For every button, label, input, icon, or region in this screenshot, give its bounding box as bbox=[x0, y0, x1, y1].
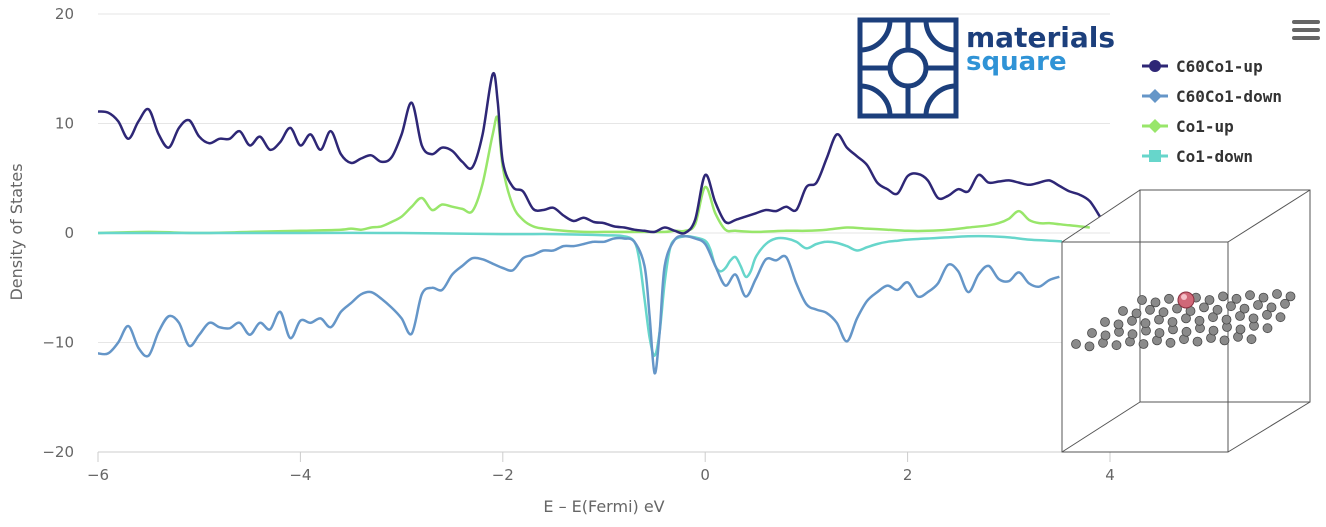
carbon-atom bbox=[1145, 304, 1155, 315]
y-tick-label: 20 bbox=[55, 5, 74, 23]
carbon-atom bbox=[1262, 309, 1272, 320]
legend-marker-circle bbox=[1149, 60, 1161, 72]
legend-marker-square bbox=[1149, 150, 1161, 162]
carbon-atom bbox=[1235, 324, 1246, 335]
logo-word-materials: materials bbox=[966, 21, 1115, 54]
legend-marker-diamond bbox=[1148, 119, 1162, 133]
carbon-atom bbox=[1118, 306, 1128, 316]
carbon-atom bbox=[1285, 291, 1296, 302]
y-axis: −20 −10 0 10 20 bbox=[42, 5, 74, 461]
carbon-atom bbox=[1204, 295, 1215, 305]
carbon-atom bbox=[1154, 314, 1164, 325]
carbon-atom bbox=[1248, 313, 1259, 324]
carbon-atom bbox=[1071, 339, 1081, 349]
y-axis-title: Density of States bbox=[7, 163, 26, 300]
hamburger-menu-icon[interactable] bbox=[1292, 20, 1320, 44]
logo-word-square: square bbox=[966, 47, 1067, 77]
carbon-atom bbox=[1208, 312, 1218, 323]
carbon-atom bbox=[1140, 318, 1151, 329]
carbon-atom bbox=[1100, 317, 1110, 327]
materials-square-logo: materials square bbox=[857, 17, 1115, 119]
legend: C60Co1-up C60Co1-down Co1-up Co1-down bbox=[1142, 57, 1282, 166]
x-tick-label: −4 bbox=[289, 466, 311, 484]
carbon-atom bbox=[1275, 312, 1286, 323]
x-tick-label: 4 bbox=[1105, 466, 1115, 484]
carbon-atom bbox=[1100, 330, 1111, 341]
y-tick-label: −10 bbox=[42, 334, 74, 352]
legend-item-co1-down[interactable]: Co1-down bbox=[1142, 147, 1253, 166]
carbon-atom bbox=[1253, 300, 1263, 310]
carbon-atom bbox=[1172, 303, 1182, 314]
series-lines bbox=[97, 71, 1101, 375]
y-tick-label: 10 bbox=[55, 115, 74, 133]
structure-inset-image bbox=[1061, 189, 1311, 453]
carbon-atom bbox=[1127, 329, 1138, 340]
carbon-atom bbox=[1131, 308, 1142, 319]
carbon-atom bbox=[1113, 319, 1124, 330]
carbon-atom bbox=[1226, 301, 1236, 312]
carbon-atom bbox=[1262, 323, 1273, 334]
carbon-atom bbox=[1087, 328, 1097, 338]
carbon-atom bbox=[1127, 315, 1137, 326]
carbon-atom bbox=[1219, 335, 1230, 346]
carbon-atom bbox=[1165, 337, 1176, 348]
carbon-atom bbox=[1280, 298, 1290, 309]
series-line-c60co1-down bbox=[97, 234, 1060, 375]
carbon-atom bbox=[1208, 325, 1219, 336]
carbon-atom bbox=[1181, 313, 1191, 324]
carbon-atom bbox=[1137, 295, 1147, 305]
carbon-atom bbox=[1158, 307, 1169, 318]
carbon-atom bbox=[1212, 304, 1223, 315]
carbon-atom bbox=[1111, 340, 1122, 351]
carbon-atom bbox=[1218, 291, 1228, 302]
carbon-atom bbox=[1192, 336, 1203, 347]
carbon-atom bbox=[1272, 289, 1282, 299]
x-tick-label: 0 bbox=[700, 466, 710, 484]
carbon-atom bbox=[1138, 339, 1149, 349]
carbon-atom bbox=[1246, 334, 1257, 345]
y-tick-label: 0 bbox=[64, 224, 74, 242]
legend-marker-diamond bbox=[1148, 89, 1162, 103]
x-tick-label: 2 bbox=[903, 466, 913, 484]
carbon-atom bbox=[1167, 317, 1178, 327]
carbon-atom bbox=[1221, 314, 1232, 325]
legend-label: C60Co1-up bbox=[1176, 57, 1263, 76]
series-line-co1-up bbox=[97, 115, 1090, 235]
carbon-atom bbox=[1266, 302, 1277, 313]
carbon-atom bbox=[1199, 302, 1209, 313]
legend-item-co1-up[interactable]: Co1-up bbox=[1142, 117, 1234, 136]
x-tick-label: −6 bbox=[87, 466, 109, 484]
legend-label: Co1-up bbox=[1176, 117, 1234, 136]
carbon-atom bbox=[1245, 290, 1255, 301]
y-tick-label: −20 bbox=[42, 443, 74, 461]
carbon-atom bbox=[1084, 341, 1095, 352]
series-line-c60co1-up bbox=[97, 71, 1101, 235]
carbon-atom bbox=[1194, 315, 1205, 326]
carbon-atom bbox=[1239, 303, 1250, 314]
carbon-atom bbox=[1164, 293, 1174, 304]
x-tick-label: −2 bbox=[492, 466, 514, 484]
carbon-atom bbox=[1150, 297, 1161, 308]
carbon-atom bbox=[1235, 311, 1245, 321]
carbon-atom bbox=[1181, 326, 1192, 337]
legend-item-c60co1-up[interactable]: C60Co1-up bbox=[1142, 57, 1263, 76]
carbon-atom bbox=[1154, 328, 1165, 338]
carbon-atom bbox=[1258, 292, 1269, 303]
legend-item-c60co1-down[interactable]: C60Co1-down bbox=[1142, 87, 1282, 106]
x-axis-title: E – E(Fermi) eV bbox=[543, 497, 664, 516]
carbon-atom bbox=[1231, 293, 1242, 304]
legend-label: Co1-down bbox=[1176, 147, 1253, 166]
legend-label: C60Co1-down bbox=[1176, 87, 1282, 106]
x-axis: −6 −4 −2 0 2 4 bbox=[87, 451, 1115, 484]
